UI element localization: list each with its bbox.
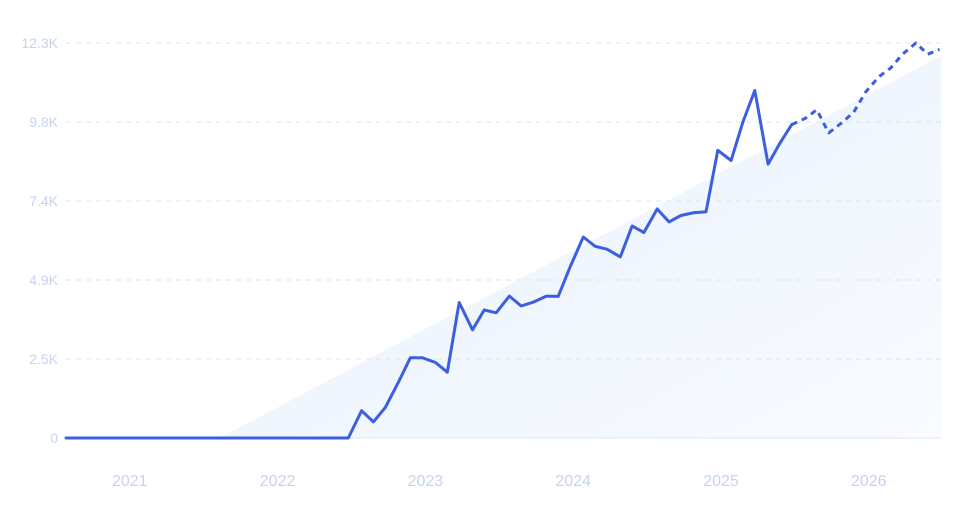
y-tick-label: 4.9K (29, 272, 58, 288)
x-tick-label: 2021 (112, 473, 148, 490)
actual-line (64, 89, 794, 440)
y-tick-label: 9.8K (29, 114, 58, 130)
y-tick-label: 2.5K (29, 351, 58, 367)
y-tick-label: 12.3K (21, 35, 58, 51)
y-tick-label: 0 (50, 430, 58, 446)
x-tick-label: 2022 (260, 473, 296, 490)
x-tick-label: 2024 (555, 473, 591, 490)
y-axis-ticks: 0 2.5K 4.9K 7.4K 9.8K 12.3K (21, 35, 58, 446)
y-tick-label: 7.4K (29, 193, 58, 209)
x-tick-label: 2026 (851, 473, 887, 490)
x-tick-label: 2023 (408, 473, 444, 490)
x-axis-ticks: 2021 2022 2023 2024 2025 2026 (112, 473, 887, 490)
x-tick-label: 2025 (703, 473, 739, 490)
series-layer (64, 41, 941, 440)
forecast-line (791, 41, 941, 135)
